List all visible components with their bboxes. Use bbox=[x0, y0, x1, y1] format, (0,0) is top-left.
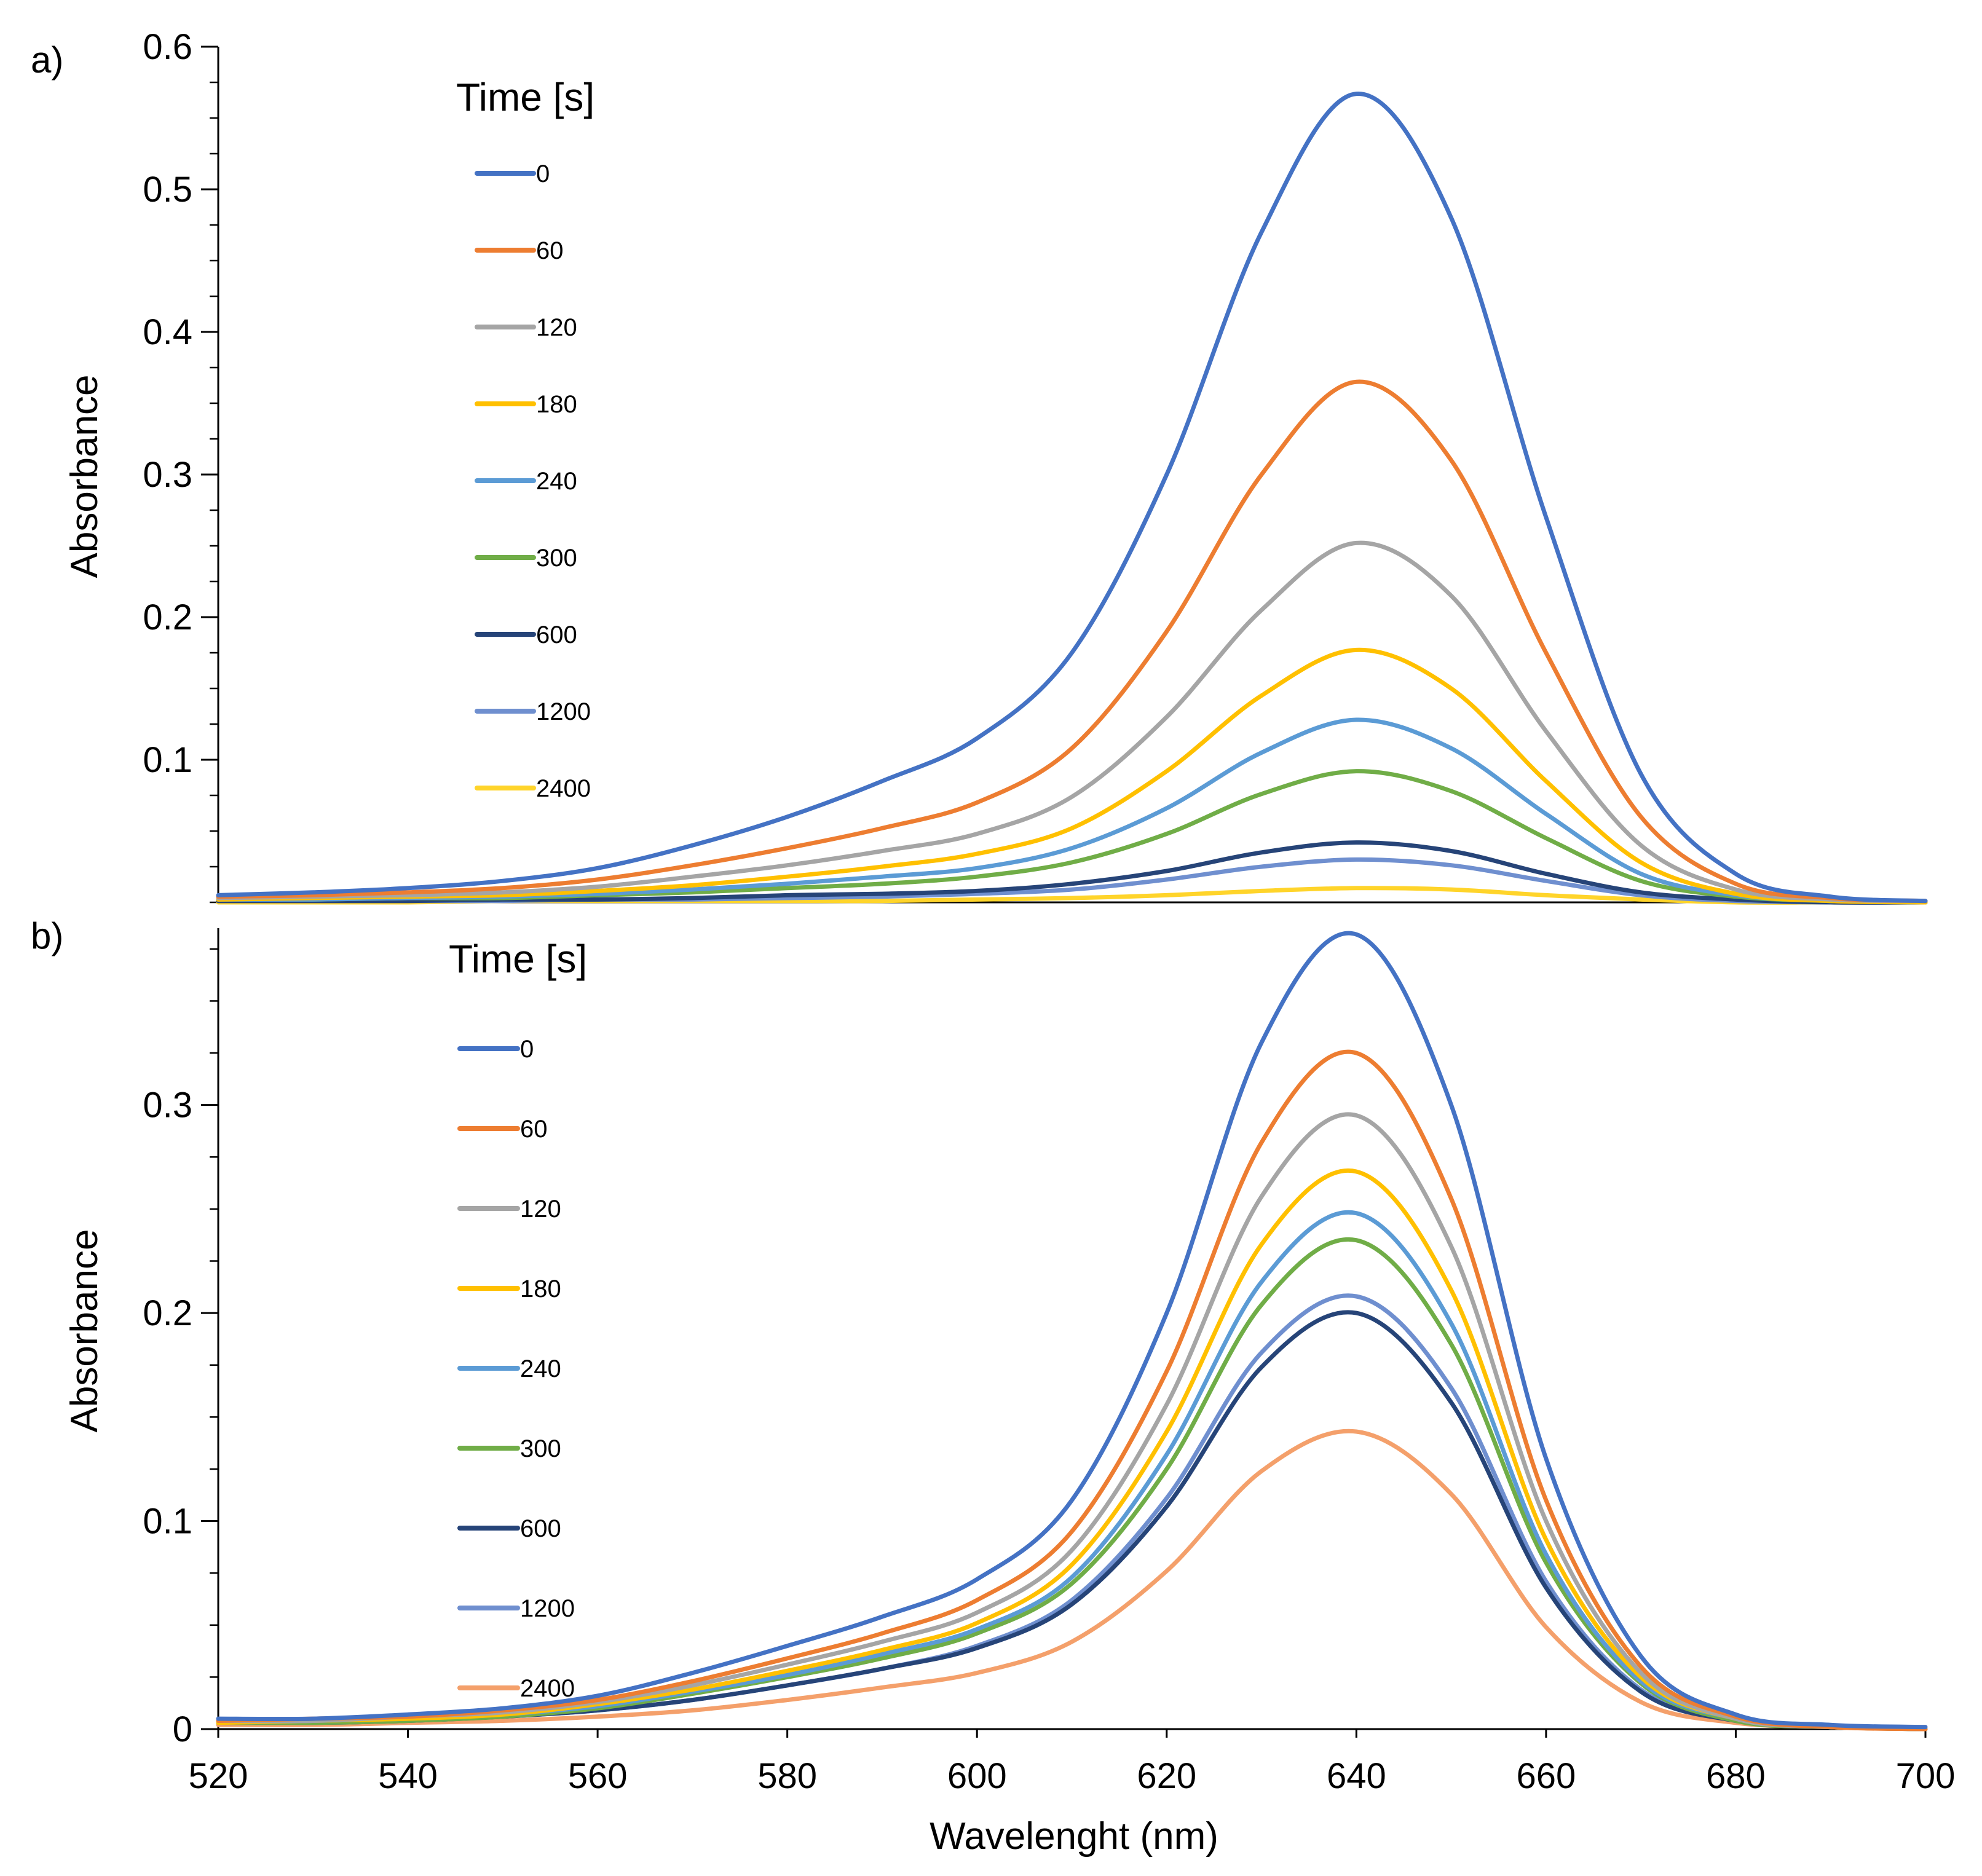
panel-b-legend-label: 600 bbox=[520, 1515, 561, 1542]
panel-b-legend-label: 0 bbox=[520, 1036, 534, 1063]
panel-b-series-line bbox=[216, 1310, 1928, 1732]
panel-a-y-axis-title: Absorbance bbox=[63, 375, 106, 578]
panel-a-legend-label: 300 bbox=[536, 545, 577, 572]
panel-b-series-line bbox=[216, 1237, 1928, 1732]
panel-a-series-line bbox=[216, 540, 1928, 904]
panel-b-legend-title: Time [s] bbox=[449, 937, 587, 981]
panel-b-chart: b) Absorbance Time [s] Wavelenght (nm) 0… bbox=[31, 915, 1955, 1858]
panel-b-axes bbox=[201, 928, 1927, 1738]
panel-b-series-line bbox=[216, 1293, 1928, 1732]
panel-b-legend: 0 60 120 180 240 300 600 1200 2400 bbox=[457, 1036, 575, 1702]
panel-b-y-tick-label: 0.1 bbox=[143, 1502, 192, 1542]
x-axis-title: Wavelenght (nm) bbox=[930, 1815, 1218, 1858]
panel-a-legend-label: 2400 bbox=[536, 775, 591, 802]
panel-a-y-tick-labels: 0.1 0.2 0.3 0.4 0.5 0.6 bbox=[143, 27, 192, 780]
panel-b-series-line bbox=[216, 1429, 1928, 1732]
panel-a-y-tick-label: 0.4 bbox=[143, 312, 192, 352]
panel-a-y-tick-label: 0.3 bbox=[143, 455, 192, 495]
panel-b-legend-label: 120 bbox=[520, 1196, 561, 1223]
panel-a-legend-label: 180 bbox=[536, 391, 577, 418]
panel-b-y-tick-label: 0.2 bbox=[143, 1293, 192, 1333]
panel-b-series-line bbox=[216, 1049, 1928, 1732]
panel-b-series-group bbox=[216, 931, 1928, 1732]
panel-a-series-line bbox=[216, 92, 1928, 904]
panel-a-series-line bbox=[216, 379, 1928, 904]
panel-a-label: a) bbox=[31, 39, 63, 81]
panel-b-series-line bbox=[216, 1112, 1928, 1732]
panel-a-y-tick-label: 0.5 bbox=[143, 170, 192, 210]
panel-a-y-tick-label: 0.2 bbox=[143, 597, 192, 637]
panel-b-y-tick-label: 0.3 bbox=[143, 1086, 192, 1125]
panel-b-legend-label: 180 bbox=[520, 1275, 561, 1303]
panel-b-y-axis-title: Absorbance bbox=[63, 1229, 106, 1433]
panel-b-legend-label: 1200 bbox=[520, 1595, 575, 1622]
panel-b-x-tick-label: 640 bbox=[1327, 1756, 1386, 1796]
panel-a-legend-label: 0 bbox=[536, 160, 550, 187]
panel-b-legend-label: 2400 bbox=[520, 1675, 575, 1702]
panel-a-chart: a) Absorbance Time [s] 0 60 120 180 240 300 60… bbox=[31, 27, 1928, 905]
panel-a-legend-label: 600 bbox=[536, 621, 577, 648]
panel-a-legend: 0 60 120 180 240 300 600 1200 2400 bbox=[475, 160, 591, 802]
panel-a-legend-label: 60 bbox=[536, 237, 564, 264]
panel-a-axes bbox=[201, 45, 1925, 904]
panel-b-legend-label: 300 bbox=[520, 1435, 561, 1462]
panel-a-y-tick-label: 0.6 bbox=[143, 27, 192, 67]
panel-b-x-tick-label: 560 bbox=[568, 1756, 628, 1796]
panel-b-x-tick-label: 600 bbox=[947, 1756, 1007, 1796]
panel-a-legend-label: 120 bbox=[536, 314, 577, 341]
panel-a-series-group bbox=[216, 92, 1928, 905]
panel-a-legend-title: Time [s] bbox=[456, 75, 594, 119]
panel-b-y-tick-label: 0 bbox=[173, 1709, 192, 1749]
panel-b-x-tick-label: 660 bbox=[1516, 1756, 1576, 1796]
panel-b-y-tick-labels: 0 0.1 0.2 0.3 bbox=[143, 1086, 192, 1749]
panel-a-legend-label: 240 bbox=[536, 468, 577, 495]
panel-b-x-tick-label: 540 bbox=[378, 1756, 438, 1796]
panel-b-series-line bbox=[216, 931, 1928, 1730]
panel-a-legend-label: 1200 bbox=[536, 698, 591, 725]
panel-b-x-tick-label: 580 bbox=[757, 1756, 817, 1796]
panel-b-x-tick-label: 680 bbox=[1706, 1756, 1766, 1796]
panel-b-x-tick-labels: 520 540 560 580 600 620 640 660 680 700 bbox=[189, 1756, 1956, 1796]
panel-b-legend-label: 240 bbox=[520, 1355, 561, 1382]
panel-b-legend-label: 60 bbox=[520, 1116, 548, 1143]
panel-b-x-tick-label: 620 bbox=[1137, 1756, 1196, 1796]
panel-b-label: b) bbox=[31, 915, 63, 956]
panel-b-x-tick-label: 520 bbox=[189, 1756, 248, 1796]
panel-b-x-tick-label: 700 bbox=[1896, 1756, 1956, 1796]
panel-a-series-line bbox=[216, 647, 1928, 905]
panel-a-y-tick-label: 0.1 bbox=[143, 740, 192, 780]
